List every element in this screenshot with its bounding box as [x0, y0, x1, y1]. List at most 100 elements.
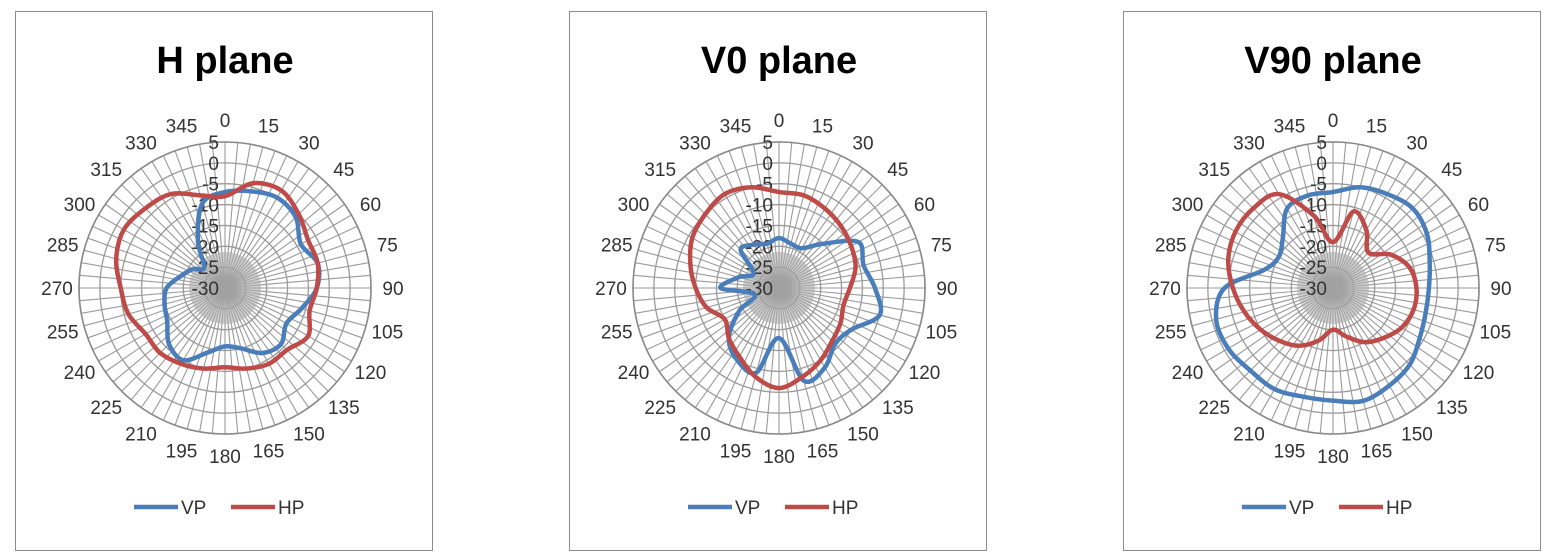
- angle-tick-label: 90: [936, 279, 957, 300]
- angle-tick-label: 0: [1328, 111, 1339, 132]
- angle-tick-label: 270: [41, 279, 73, 300]
- grid-ring: [674, 183, 884, 393]
- radial-tick-label: -5: [756, 175, 773, 196]
- angle-tick-label: 105: [1479, 323, 1511, 344]
- angle-tick-label: 255: [1155, 323, 1187, 344]
- angle-tick-label: 330: [125, 134, 157, 155]
- angle-tick-label: 165: [807, 441, 839, 462]
- radial-tick-label: -30: [192, 279, 219, 300]
- radial-tick-label: -10: [746, 196, 773, 217]
- radial-tick-label: -25: [1300, 258, 1327, 279]
- angle-tick-label: 135: [328, 398, 360, 419]
- angle-tick-label: 60: [360, 195, 381, 216]
- angle-tick-label: 60: [1468, 195, 1489, 216]
- angle-tick-label: 15: [812, 117, 833, 138]
- angle-tick-label: 150: [1401, 425, 1433, 446]
- angle-tick-label: 195: [166, 441, 198, 462]
- angle-tick-label: 345: [720, 117, 752, 138]
- angle-tick-label: 165: [1361, 441, 1393, 462]
- grid-ring: [1207, 162, 1459, 414]
- angle-tick-label: 180: [1317, 447, 1349, 468]
- legend: VP HP: [688, 498, 858, 519]
- grid-ring: [1228, 183, 1438, 393]
- angle-tick-label: 315: [644, 160, 676, 181]
- angle-tick-label: 60: [914, 195, 935, 216]
- angle-tick-label: 300: [1172, 195, 1204, 216]
- series-line-hp: [113, 180, 321, 371]
- grid-ring: [736, 245, 822, 331]
- angle-tick-label: 330: [679, 134, 711, 155]
- legend-label-hp: HP: [1386, 498, 1412, 519]
- radial-tick-label: -5: [202, 175, 219, 196]
- angle-tick-label: 90: [382, 279, 403, 300]
- angle-tick-label: 240: [618, 363, 650, 384]
- polar-grid: [78, 141, 372, 435]
- angle-tick-label: 270: [1149, 279, 1181, 300]
- angle-tick-label: 255: [47, 323, 79, 344]
- angle-tick-label: 315: [90, 160, 122, 181]
- angle-tick-label: 345: [1274, 117, 1306, 138]
- series-line-hp: [687, 185, 858, 391]
- angle-tick-label: 195: [1274, 441, 1306, 462]
- chart-title: V90 plane: [1244, 40, 1421, 82]
- grid-center: [189, 252, 261, 324]
- angle-tick-label: 180: [763, 447, 795, 468]
- grid-ring: [182, 245, 268, 331]
- angle-tick-label: 240: [1172, 363, 1204, 384]
- angle-tick-label: 255: [601, 323, 633, 344]
- angle-tick-label: 45: [333, 160, 354, 181]
- grid-ring: [715, 224, 843, 352]
- radial-tick-label: -15: [746, 216, 773, 237]
- angle-tick-label: 210: [1233, 425, 1265, 446]
- angle-tick-label: 270: [595, 279, 627, 300]
- angle-tick-label: 45: [887, 160, 908, 181]
- angle-tick-label: 225: [644, 398, 676, 419]
- radial-tick-label: 5: [1316, 133, 1327, 154]
- angle-tick-label: 225: [90, 398, 122, 419]
- angle-tick-label: 300: [64, 195, 96, 216]
- angle-tick-label: 30: [852, 134, 873, 155]
- grid-center: [743, 252, 815, 324]
- angle-tick-label: 330: [1233, 134, 1265, 155]
- angle-tick-label: 75: [377, 236, 398, 257]
- legend-label-hp: HP: [832, 498, 858, 519]
- angle-tick-label: 135: [1436, 398, 1468, 419]
- angle-tick-label: 240: [64, 363, 96, 384]
- angle-tick-label: 345: [166, 117, 198, 138]
- angle-tick-label: 135: [882, 398, 914, 419]
- legend-label-vp: VP: [735, 498, 760, 519]
- angle-tick-label: 75: [1485, 236, 1506, 257]
- grid-ring: [1269, 224, 1397, 352]
- grid-ring: [161, 224, 289, 352]
- angle-tick-label: 105: [371, 323, 403, 344]
- radial-tick-label: 5: [208, 133, 219, 154]
- grid-ring: [99, 162, 351, 414]
- radial-tick-label: 0: [1316, 154, 1327, 175]
- radial-tick-label: -30: [1300, 279, 1327, 300]
- angle-tick-label: 30: [298, 134, 319, 155]
- series-line-vp: [1213, 185, 1433, 405]
- angle-tick-label: 30: [1406, 134, 1427, 155]
- chart-panel-v90-plane: V90 plane 0 15 30 45 60 75 90 105 120 135 150 165 180…: [1123, 11, 1541, 551]
- legend: VP HP: [1242, 498, 1412, 519]
- angle-tick-label: 150: [847, 425, 879, 446]
- angle-tick-label: 75: [931, 236, 952, 257]
- grid-ring: [140, 203, 310, 373]
- legend: VP HP: [134, 498, 304, 519]
- angle-tick-label: 120: [909, 363, 941, 384]
- angle-tick-label: 285: [1155, 236, 1187, 257]
- grid-center: [1297, 252, 1369, 324]
- angle-tick-label: 45: [1441, 160, 1462, 181]
- angle-tick-label: 0: [220, 111, 231, 132]
- angle-tick-label: 210: [125, 425, 157, 446]
- angle-tick-label: 210: [679, 425, 711, 446]
- legend-label-vp: VP: [1289, 498, 1314, 519]
- chart-panel-v0-plane: V0 plane 0 15 30 45 60 75 90 105 120 135 150 165 180 1…: [569, 11, 987, 551]
- angle-tick-label: 120: [1463, 363, 1495, 384]
- angle-tick-label: 195: [720, 441, 752, 462]
- chart-panel-h-plane: H plane 0 15 30 45 60 75 90 105 120 135 150 165 180 19…: [15, 11, 433, 551]
- radial-tick-label: -30: [746, 279, 773, 300]
- angle-tick-label: 285: [47, 236, 79, 257]
